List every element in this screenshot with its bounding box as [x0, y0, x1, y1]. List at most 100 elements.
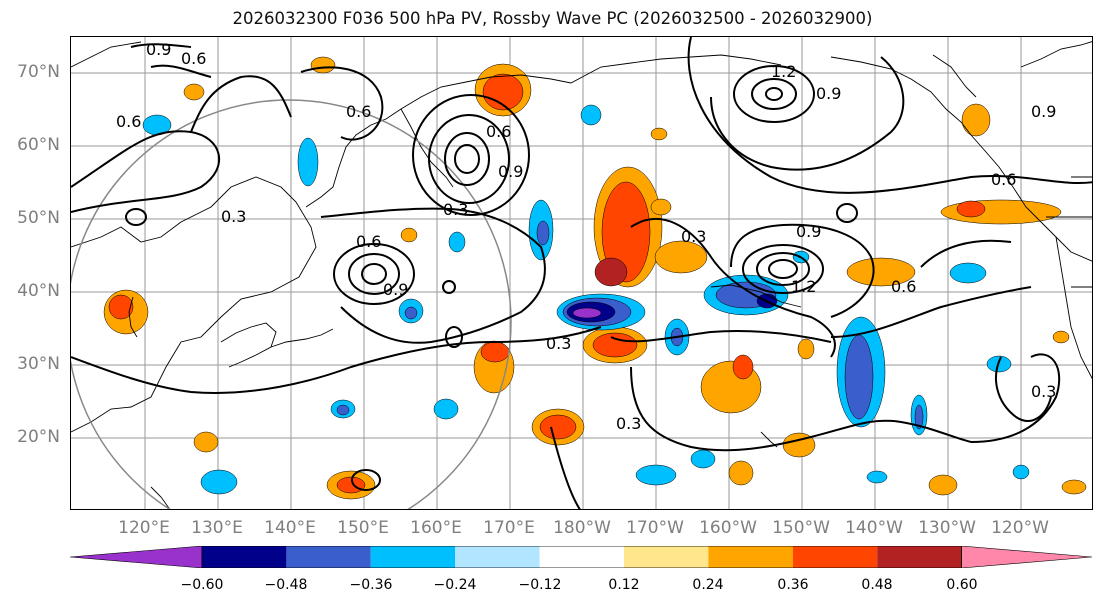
- anomaly-negative: [635, 464, 677, 486]
- anomaly-negative: [433, 398, 459, 420]
- anomaly-negative: [200, 469, 238, 495]
- colorbar-bin: [202, 546, 287, 568]
- anomaly-positive: [480, 341, 510, 363]
- lat-label-30n: 30°N: [17, 354, 60, 374]
- anomaly-positive: [193, 431, 219, 453]
- anomaly-negative: [572, 307, 602, 319]
- anomaly-negative: [297, 137, 319, 187]
- anomaly-positive: [654, 240, 708, 274]
- lon-label-150e: 150°E: [337, 518, 389, 538]
- lon-label-170w: 170°W: [626, 518, 684, 538]
- contour-label: 1.2: [771, 62, 796, 81]
- colorbar-bin: [624, 546, 709, 568]
- anomaly-negative: [866, 470, 888, 484]
- colorbar-tick: 0.60: [946, 577, 978, 593]
- anomaly-positive: [650, 198, 672, 216]
- graticule: [71, 37, 1092, 509]
- colorbar-tick: −0.60: [180, 577, 224, 593]
- colorbar-tick: 0.36: [777, 577, 809, 593]
- contour-labels: 0.6 0.9 0.6 0.6 0.6 0.9 0.3 0.6 0.9 0.3 …: [116, 40, 1056, 433]
- anomaly-negative: [536, 220, 550, 246]
- colorbar-tick: −0.24: [433, 577, 477, 593]
- colorbar-tick: 0.12: [608, 577, 640, 593]
- colorbar-tick: 0.24: [692, 577, 724, 593]
- contour-label: 0.6: [891, 277, 916, 296]
- anomaly-positive: [482, 73, 524, 111]
- anomaly-positive: [928, 474, 958, 496]
- colorbar-bin: [286, 546, 371, 568]
- lat-label-70n: 70°N: [17, 62, 60, 82]
- contour-label: 0.6: [346, 102, 371, 121]
- anomaly-negative: [949, 262, 987, 284]
- contour-label: 0.3: [443, 200, 468, 219]
- anomaly-positive: [846, 257, 916, 287]
- lon-label-170e: 170°E: [483, 518, 535, 538]
- lon-label-180w: 180°W: [553, 518, 611, 538]
- anomaly-positive: [400, 227, 418, 243]
- anomaly-negative: [448, 231, 466, 253]
- colorbar-bin: [708, 546, 793, 568]
- anomaly-positive: [650, 127, 668, 141]
- pv-anomaly-fills: [103, 56, 1087, 500]
- anomaly-positive: [1061, 479, 1087, 495]
- anomaly-negative: [1012, 464, 1030, 480]
- colorbar-tick: −0.48: [264, 577, 308, 593]
- colorbar-bin: [455, 546, 540, 568]
- lat-label-20n: 20°N: [17, 427, 60, 447]
- anomaly-positive: [336, 476, 366, 494]
- contour-label: 1.2: [791, 277, 816, 296]
- lon-label-160e: 160°E: [410, 518, 462, 538]
- anomaly-negative: [580, 104, 602, 126]
- anomaly-positive: [797, 338, 815, 360]
- lon-label-150w: 150°W: [772, 518, 830, 538]
- anomaly-positive: [732, 354, 754, 380]
- anomaly-negative: [914, 404, 924, 430]
- anomaly-positive: [956, 200, 986, 218]
- anomaly-positive: [310, 56, 336, 74]
- reference-circle: [71, 99, 512, 509]
- contour-label: 0.9: [796, 222, 821, 241]
- anomaly-positive: [961, 103, 991, 137]
- anomaly-negative: [690, 449, 716, 469]
- contour-label: 0.9: [816, 84, 841, 103]
- anomaly-negative: [844, 334, 874, 420]
- colorbar-bin: [539, 546, 624, 568]
- colorbar-tick: 0.48: [861, 577, 893, 593]
- anomaly-negative: [404, 306, 418, 320]
- contour-label: 0.9: [146, 40, 171, 59]
- contour-label: 0.6: [116, 112, 141, 131]
- anomaly-positive: [1052, 330, 1070, 344]
- lat-label-50n: 50°N: [17, 208, 60, 228]
- lon-label-140w: 140°W: [845, 518, 903, 538]
- anomaly-positive: [592, 332, 638, 358]
- coastlines: [71, 41, 1092, 509]
- contour-label: 0.3: [546, 334, 571, 353]
- pv-contours: [71, 37, 1092, 509]
- lat-label-40n: 40°N: [17, 281, 60, 301]
- anomaly-positive: [108, 294, 134, 320]
- colorbar-tick: −0.36: [349, 577, 393, 593]
- lon-label-130w: 130°W: [918, 518, 976, 538]
- contour-label: 0.9: [498, 162, 523, 181]
- map-title: 2026032300 F036 500 hPa PV, Rossby Wave …: [232, 9, 873, 28]
- lon-label-160w: 160°W: [699, 518, 757, 538]
- colorbar-tick: −0.12: [518, 577, 562, 593]
- lon-label-120e: 120°E: [118, 518, 170, 538]
- map-panel: 0.6 0.9 0.6 0.6 0.6 0.9 0.3 0.6 0.9 0.3 …: [70, 36, 1093, 510]
- lon-label-130e: 130°E: [191, 518, 243, 538]
- contour-label: 0.3: [681, 227, 706, 246]
- anomaly-negative: [336, 404, 350, 416]
- colorbar-bin: [877, 546, 962, 568]
- lon-label-140e: 140°E: [264, 518, 316, 538]
- contour-label: 0.3: [1031, 382, 1056, 401]
- anomaly-positive: [594, 257, 628, 287]
- colorbar: [70, 546, 1093, 568]
- anomaly-positive: [539, 414, 577, 440]
- contour-label: 0.6: [356, 232, 381, 251]
- colorbar-bin: [370, 546, 456, 568]
- colorbar-bin: [792, 546, 878, 568]
- contour-label: 0.9: [383, 280, 408, 299]
- colorbar-bin: [961, 546, 1093, 568]
- lat-label-60n: 60°N: [17, 135, 60, 155]
- anomaly-positive: [728, 460, 754, 486]
